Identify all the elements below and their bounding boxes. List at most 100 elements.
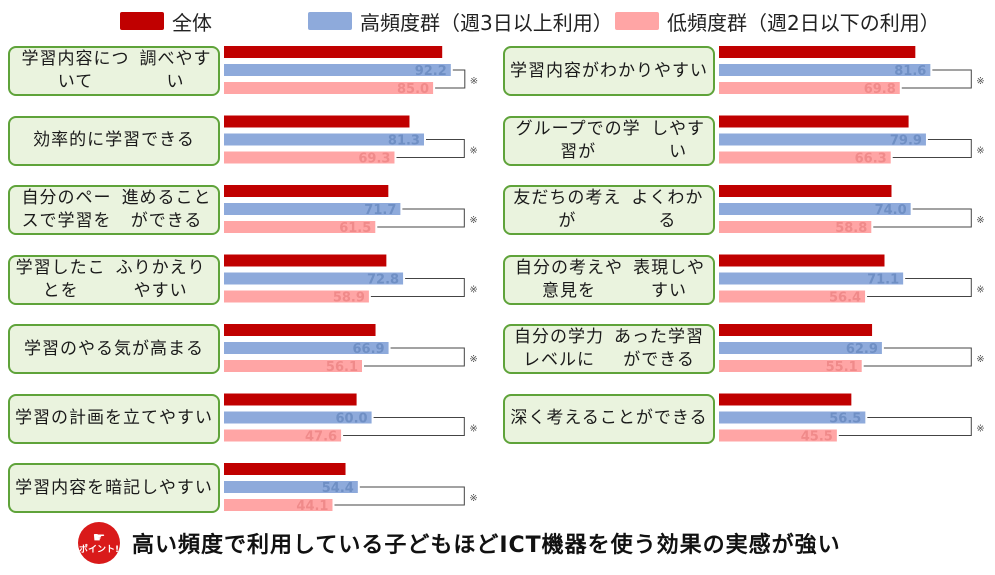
bar-low-frequency [719,360,862,372]
category-label: 効率的に学習できる [8,115,220,166]
category-label: 友だちの考えが よくわかる [503,185,715,235]
value-label-overall: 66.6 [855,185,887,200]
bar-overall [224,324,376,336]
legend-label-overall: 全体 [172,10,212,35]
value-label-overall: 88.7 [406,46,438,61]
bar-low-frequency [224,82,434,94]
category-label: 学習内容を暗記しやすい [8,463,220,513]
value-label-overall: 59.1 [836,324,868,339]
category-label-line: 調べやすい [139,49,212,92]
category-label-line: 友だちの考えが [513,188,622,231]
bar-overall [224,393,357,406]
value-label-high-frequency: 81.6 [894,64,926,79]
bar-low-frequency [719,429,837,442]
value-label-low-frequency: 56.1 [326,360,358,375]
category-label-line: 自分の考えや意見を [515,257,624,301]
category-label-line: 進めることができる [121,188,212,231]
category-label-line: 学習の計画を立てやすい [15,408,213,428]
category-label-line: 表現しやすい [633,257,705,301]
category-label-line: 学習したことを [15,257,106,301]
bar-high-frequency [719,203,911,215]
category-label-line: あった学習ができる [614,327,705,370]
value-label-overall: 63.9 [848,255,880,270]
footer-conclusion: 高い頻度で利用している子どもほどICT機器を使う効果の実感が強い [132,533,841,558]
category-label: 自分のペースで学習を 進めることができる [8,185,220,235]
bar-overall [719,324,873,336]
bar-high-frequency [224,411,372,424]
category-label: 学習内容について 調べやすい [8,46,220,96]
value-label-low-frequency: 61.5 [339,221,371,236]
bar-overall [719,185,892,197]
value-label-overall: 66.0 [350,255,382,270]
value-label-high-frequency: 79.9 [890,134,922,149]
value-label-low-frequency: 69.8 [864,82,896,97]
category-label-line: しやすい [651,118,706,162]
category-label-line: 自分のペースで学習を [21,188,112,231]
value-label-overall: 66.8 [352,185,384,200]
legend-label-low-frequency: 低頻度群（週2日以下の利用） [667,10,940,35]
bar-low-frequency [224,360,363,372]
category-label-line: グループでの学習が [515,118,641,162]
category-label-line: 学習内容を暗記しやすい [15,477,213,498]
significance-bracket [867,278,972,297]
significance-bracket [873,208,972,228]
bar-overall [224,463,346,475]
value-label-high-frequency: 72.8 [367,273,399,288]
legend-item-low-frequency: 低頻度群（週2日以下の利用） [615,8,940,35]
value-label-low-frequency: 69.3 [358,152,390,167]
bar-high-frequency [719,64,931,76]
category-label: 学習の計画を立てやすい [8,393,220,444]
bar-low-frequency [719,82,900,94]
significance-mark: ※ [976,215,984,226]
bar-overall [224,254,387,267]
value-label-high-frequency: 71.1 [867,273,899,288]
category-label-line: 自分の学力レベルに [514,327,605,370]
category-label: グループでの学習が しやすい [503,115,715,166]
category-label: 自分の学力レベルに あった学習ができる [503,324,715,374]
legend-swatch-high-frequency [308,12,352,30]
value-label-overall: 49.4 [309,463,341,478]
value-label-overall: 75.4 [373,116,405,131]
legend-swatch-overall [120,12,164,30]
category-label: 学習内容がわかりやすい [503,46,715,96]
significance-mark: ※ [469,424,477,435]
legend: 全体 高頻度群（週3日以上利用） 低頻度群（週2日以下の利用） [0,8,995,35]
significance-bracket [396,139,465,158]
category-label-line: 学習内容がわかりやすい [510,60,708,81]
value-label-overall: 73.2 [873,116,905,131]
value-label-high-frequency: 71.7 [364,203,396,218]
significance-mark: ※ [469,215,477,226]
significance-bracket [838,417,972,436]
significance-mark: ※ [976,76,984,87]
bar-overall [224,46,443,58]
bar-low-frequency [224,221,376,233]
significance-mark: ※ [976,354,984,365]
category-label: 自分の考えや意見を 表現しやすい [503,254,715,305]
value-label-low-frequency: 58.9 [333,291,365,306]
category-label-line: 効率的に学習できる [33,130,195,150]
bar-low-frequency [224,429,342,442]
bar-overall [224,185,389,197]
significance-bracket [377,208,465,228]
value-label-low-frequency: 45.5 [801,430,833,445]
significance-mark: ※ [976,424,984,435]
significance-mark: ※ [976,146,984,157]
value-label-low-frequency: 56.4 [829,291,861,306]
bar-overall [224,115,410,128]
legend-item-overall: 全体 [120,8,212,35]
bar-high-frequency [224,272,404,285]
category-label: 学習のやる気が高まる [8,324,220,374]
significance-bracket [364,347,465,367]
value-label-high-frequency: 54.4 [322,481,354,496]
bar-overall [719,46,916,58]
significance-bracket [901,69,972,89]
value-label-overall: 75.8 [879,46,911,61]
bar-high-frequency [224,64,451,76]
point-icon: ☛ ポイント! [78,522,120,564]
value-label-low-frequency: 47.6 [305,430,337,445]
bar-high-frequency [224,342,389,354]
bar-overall [719,393,852,406]
category-label-line: 学習のやる気が高まる [24,338,204,359]
value-label-low-frequency: 85.0 [397,82,429,97]
